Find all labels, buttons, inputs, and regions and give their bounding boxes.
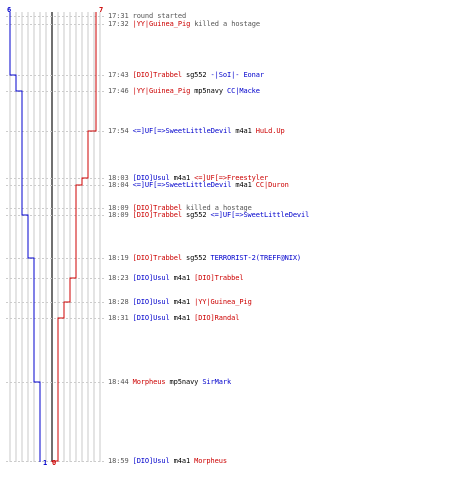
weapon-name: m4a1 [235, 181, 252, 189]
event-time: 17:54 [108, 127, 129, 135]
weapon-name: m4a1 [173, 174, 191, 182]
event-time: 18:03 [108, 174, 129, 182]
log-entry: 18:23 [DIO]Usul m4a1 [DIO]Trabbel [108, 273, 244, 283]
event-time: 18:04 [108, 181, 129, 189]
log-entry: 17:31 round started [108, 11, 186, 21]
killer-name: |YY|Guinea_Pig [132, 20, 191, 28]
event-time: 17:32 [108, 20, 129, 28]
killer-name: [DIO]Usul [132, 298, 170, 306]
timeline-gridlines [9, 12, 101, 462]
victim-name: |YY|Guinea_Pig [194, 298, 252, 306]
victim-name: [DIO]Trabbel [194, 274, 244, 282]
log-entry: 17:43 [DIO]Trabbel sg552 -|SoI|- Eonar [108, 70, 264, 80]
log-entry: 18:09 [DIO]Trabbel sg552 <=]UF[=>SweetLittl… [108, 210, 309, 220]
event-time: 18:31 [108, 314, 129, 322]
red-team-alive-line [51, 12, 97, 462]
blue-start-score: 6 [7, 6, 12, 14]
weapon-name: sg552 [185, 254, 207, 262]
weapon-name: sg552 [185, 71, 207, 79]
log-entry: 18:09 [DIO]Trabbel killed a hostage [108, 203, 252, 213]
killer-name: <=]UF[=>SweetLittleDevil [132, 181, 232, 189]
log-entry: 17:32 |YY|Guinea_Pig killed a hostage [108, 19, 260, 29]
event-time: 17:43 [108, 71, 129, 79]
weapon-name: mp5navy [194, 87, 223, 95]
event-time: 18:28 [108, 298, 129, 306]
event-time: 18:09 [108, 211, 129, 219]
log-entry: 17:54 <=]UF[=>SweetLittleDevil m4a1 HuLd.Up [108, 126, 285, 136]
killer-name: [DIO]Usul [132, 274, 170, 282]
event-time: 18:59 [108, 457, 129, 465]
killer-name: [DIO]Trabbel [132, 211, 182, 219]
weapon-name: m4a1 [173, 457, 191, 465]
log-entry: 18:28 [DIO]Usul m4a1 |YY|Guinea_Pig [108, 297, 252, 307]
killer-name: [DIO]Trabbel [132, 204, 182, 212]
event-note: round started [132, 12, 187, 20]
event-time: 18:09 [108, 204, 129, 212]
victim-name: CC|Duron [255, 181, 289, 189]
killer-name: <=]UF[=>SweetLittleDevil [132, 127, 232, 135]
event-time: 18:19 [108, 254, 129, 262]
log-entry: 18:44 Morpheus mp5navy SirMark [108, 377, 231, 387]
killer-name: Morpheus [132, 378, 166, 386]
event-note: killed a hostage [194, 20, 261, 28]
weapon-name: m4a1 [235, 127, 252, 135]
event-note: killed a hostage [185, 204, 252, 212]
victim-name: TERRORIST-2(TREFF@NIX) [210, 254, 302, 262]
event-time: 17:46 [108, 87, 129, 95]
log-entry: 18:04 <=]UF[=>SweetLittleDevil m4a1 CC|Duro… [108, 180, 289, 190]
log-entry: 18:59 [DIO]Usul m4a1 Morpheus [108, 456, 227, 466]
log-entry: 17:46 |YY|Guinea_Pig mp5navy CC|Macke [108, 86, 260, 96]
weapon-name: m4a1 [173, 298, 191, 306]
killer-name: [DIO]Usul [132, 457, 170, 465]
victim-name: Morpheus [194, 457, 227, 465]
log-entry: 18:31 [DIO]Usul m4a1 [DIO]Randal [108, 313, 239, 323]
weapon-name: m4a1 [173, 274, 191, 282]
red-start-score: 7 [99, 6, 104, 14]
victim-name: CC|Macke [227, 87, 260, 95]
victim-name: <=]UF[=>Freestyler [194, 174, 269, 182]
killer-name: [DIO]Trabbel [132, 254, 182, 262]
killer-name: |YY|Guinea_Pig [132, 87, 191, 95]
blue-team-alive-line [9, 12, 41, 462]
weapon-name: sg552 [185, 211, 207, 219]
victim-name: [DIO]Randal [194, 314, 240, 322]
log-entry: 18:03 [DIO]Usul m4a1 <=]UF[=>Freestyler [108, 173, 268, 183]
weapon-name: mp5navy [169, 378, 199, 386]
victim-name: -|SoI|- Eonar [210, 71, 265, 79]
log-entry: 18:19 [DIO]Trabbel sg552 TERRORIST-2(TREFF@… [108, 253, 301, 263]
victim-name: <=]UF[=>SweetLittleDevil [210, 211, 310, 219]
victim-name: SirMark [202, 378, 232, 386]
killer-name: [DIO]Usul [132, 314, 170, 322]
weapon-name: m4a1 [173, 314, 191, 322]
event-time: 17:31 [108, 12, 129, 20]
blue-end-score: 1 [43, 459, 48, 467]
red-end-score: 0 [52, 459, 57, 467]
event-time: 18:23 [108, 274, 129, 282]
killer-name: [DIO]Trabbel [132, 71, 182, 79]
event-time: 18:44 [108, 378, 129, 386]
victim-name: HuLd.Up [255, 127, 285, 135]
killer-name: [DIO]Usul [132, 174, 170, 182]
